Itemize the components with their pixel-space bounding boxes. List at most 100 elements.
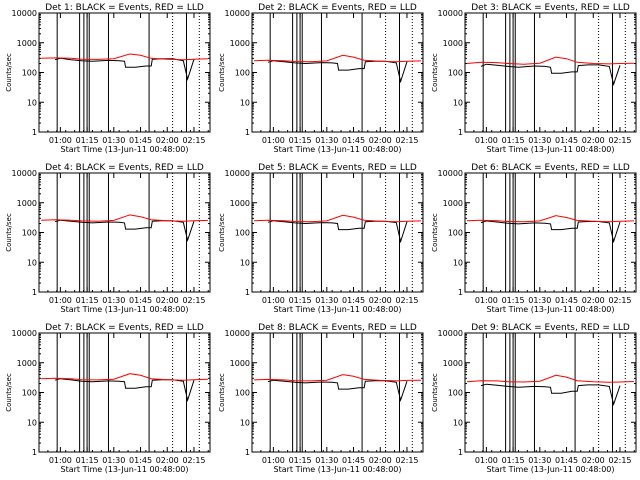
series-lld-line xyxy=(254,54,421,63)
x-tick-label: 01:15 xyxy=(502,296,525,305)
y-tick-label: 10 xyxy=(240,418,250,427)
chart-title: Det 6: BLACK = Events, RED = LLD xyxy=(471,163,630,173)
plot-frame xyxy=(38,172,211,293)
x-tick-label: 01:30 xyxy=(102,296,125,305)
y-tick-label: 100 xyxy=(235,389,250,398)
chart-panel-det-2: Det 2: BLACK = Events, RED = LLD 1 10 100 10… xyxy=(218,3,424,154)
y-tick-label: 1 xyxy=(245,128,250,137)
y-tick-label: 10 xyxy=(453,98,463,107)
chart-panel-det-6: Det 6: BLACK = Events, RED = LLD 1 10 100 10… xyxy=(431,163,637,314)
chart-title: Det 9: BLACK = Events, RED = LLD xyxy=(471,323,630,333)
x-tick-label: 02:15 xyxy=(395,456,418,465)
y-tick-label: 10 xyxy=(453,258,463,267)
x-tick-label: 02:15 xyxy=(608,456,631,465)
chart-panel-det-9: Det 9: BLACK = Events, RED = LLD 1 10 100 10… xyxy=(431,323,637,474)
x-tick-label: 02:15 xyxy=(608,136,631,145)
x-tick-label: 01:00 xyxy=(49,296,72,305)
plot-frame xyxy=(38,12,211,133)
x-tick-label: 02:15 xyxy=(182,296,205,305)
y-axis-label: Counts/sec xyxy=(5,213,13,252)
y-tick-label: 1000 xyxy=(230,359,250,368)
x-tick-label: 01:15 xyxy=(289,296,312,305)
y-tick-label: 10000 xyxy=(225,169,250,178)
y-tick-label: 1 xyxy=(245,448,250,457)
y-axis-label: Counts/sec xyxy=(5,53,13,92)
x-tick-label: 02:00 xyxy=(369,296,392,305)
y-tick-label: 1 xyxy=(32,128,37,137)
x-tick-label: 01:30 xyxy=(528,296,551,305)
x-tick-label: 01:45 xyxy=(555,296,578,305)
y-tick-label: 1000 xyxy=(230,199,250,208)
x-tick-label: 02:00 xyxy=(156,296,179,305)
y-tick-label: 10000 xyxy=(438,329,463,338)
x-tick-label: 01:45 xyxy=(555,456,578,465)
x-tick-label: 01:00 xyxy=(262,296,285,305)
series-events-line xyxy=(480,220,621,244)
y-tick-label: 10000 xyxy=(438,9,463,18)
y-axis-label: Counts/sec xyxy=(218,53,226,92)
y-tick-label: 100 xyxy=(235,69,250,78)
y-axis-label: Counts/sec xyxy=(431,213,439,252)
series-lld-line xyxy=(41,373,208,381)
series-lld-line xyxy=(467,374,634,383)
chart-panel-det-8: Det 8: BLACK = Events, RED = LLD 1 10 100 10… xyxy=(218,323,424,474)
y-tick-label: 10 xyxy=(240,98,250,107)
x-tick-label: 01:30 xyxy=(315,136,338,145)
x-tick-label: 02:00 xyxy=(156,456,179,465)
chart-title: Det 3: BLACK = Events, RED = LLD xyxy=(471,3,630,13)
chart-panel-det-7: Det 7: BLACK = Events, RED = LLD 1 10 100 10… xyxy=(5,323,211,474)
y-tick-label: 1000 xyxy=(443,199,463,208)
x-axis-label: Start Time (13-Jun-11 00:48:00) xyxy=(274,305,402,314)
chart-panel-det-1: Det 1: BLACK = Events, RED = LLD 1 10 100 10… xyxy=(5,3,211,154)
x-tick-label: 02:00 xyxy=(582,456,605,465)
y-tick-label: 10 xyxy=(453,418,463,427)
series-events-line xyxy=(267,220,408,244)
y-tick-label: 10000 xyxy=(225,329,250,338)
y-tick-label: 10000 xyxy=(438,169,463,178)
x-tick-label: 02:00 xyxy=(369,456,392,465)
plot-frame xyxy=(251,332,424,453)
x-axis-label: Start Time (13-Jun-11 00:48:00) xyxy=(61,145,189,154)
y-axis-label: Counts/sec xyxy=(431,53,439,92)
x-tick-label: 01:15 xyxy=(76,136,99,145)
y-tick-label: 1000 xyxy=(17,359,37,368)
plot-frame xyxy=(38,332,211,453)
series-events-line xyxy=(54,378,195,403)
chart-title: Det 7: BLACK = Events, RED = LLD xyxy=(45,323,204,333)
x-tick-label: 02:00 xyxy=(369,136,392,145)
y-tick-label: 10 xyxy=(240,258,250,267)
x-tick-label: 02:00 xyxy=(156,136,179,145)
y-tick-label: 1 xyxy=(32,448,37,457)
series-lld-line xyxy=(41,53,208,61)
y-tick-label: 1000 xyxy=(230,39,250,48)
x-tick-label: 01:45 xyxy=(129,136,152,145)
x-tick-label: 01:45 xyxy=(342,296,365,305)
plot-frame xyxy=(251,172,424,293)
y-tick-label: 100 xyxy=(235,229,250,238)
x-tick-label: 02:00 xyxy=(582,136,605,145)
x-tick-label: 01:00 xyxy=(262,136,285,145)
x-tick-label: 01:45 xyxy=(342,136,365,145)
chart-panel-det-3: Det 3: BLACK = Events, RED = LLD 1 10 100 10… xyxy=(431,3,637,154)
y-tick-label: 1 xyxy=(245,288,250,297)
series-events-line xyxy=(267,379,408,403)
x-tick-label: 02:15 xyxy=(182,136,205,145)
series-lld-line xyxy=(467,215,634,223)
x-tick-label: 01:00 xyxy=(475,136,498,145)
x-tick-label: 01:15 xyxy=(289,456,312,465)
y-tick-label: 100 xyxy=(22,389,37,398)
x-tick-label: 01:30 xyxy=(528,136,551,145)
plot-frame xyxy=(251,12,424,133)
y-tick-label: 1000 xyxy=(443,39,463,48)
x-tick-label: 01:00 xyxy=(475,296,498,305)
y-tick-label: 100 xyxy=(22,229,37,238)
y-tick-label: 1 xyxy=(458,448,463,457)
x-tick-label: 01:15 xyxy=(289,136,312,145)
x-axis-label: Start Time (13-Jun-11 00:48:00) xyxy=(274,145,402,154)
y-tick-label: 10000 xyxy=(225,9,250,18)
series-events-line xyxy=(54,57,195,81)
series-events-line xyxy=(267,60,408,84)
series-lld-line xyxy=(41,214,208,222)
chart-title: Det 2: BLACK = Events, RED = LLD xyxy=(258,3,417,13)
